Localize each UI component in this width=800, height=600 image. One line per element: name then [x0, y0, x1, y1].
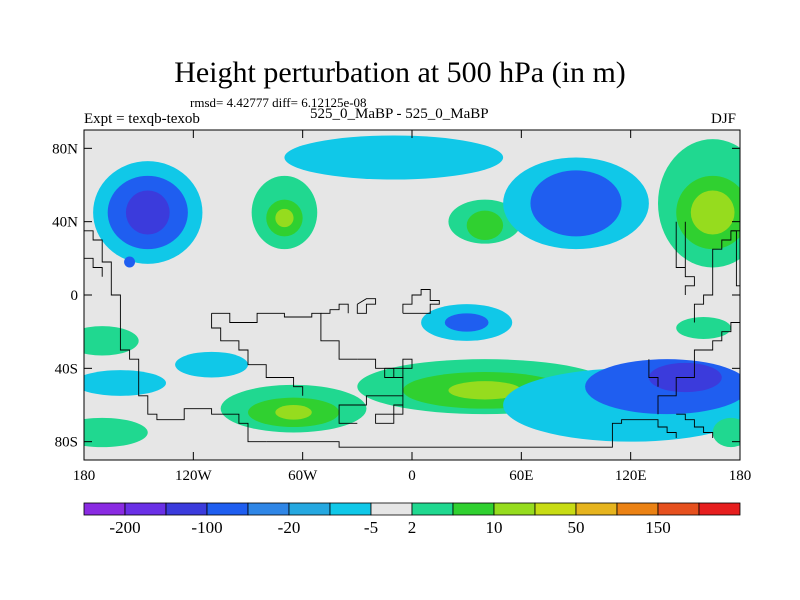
coastline	[84, 257, 103, 277]
contour-region	[84, 417, 148, 448]
y-tick-label: 0	[71, 288, 79, 304]
y-axis: 80N 40N 0 40S 80S	[52, 141, 740, 451]
coastline	[266, 419, 677, 448]
coastline	[693, 230, 740, 323]
contour-region	[466, 210, 504, 240]
colorbar-label: -200	[109, 518, 140, 537]
colorbar-swatch	[124, 502, 167, 516]
colorbar-label: 50	[568, 518, 585, 537]
colorbar-swatch	[616, 502, 659, 516]
x-tick-label: 120E	[615, 468, 647, 484]
colorbar-swatch	[575, 502, 618, 516]
x-tick-label: 180	[729, 468, 752, 484]
colorbar-swatch	[657, 502, 700, 516]
coastline	[211, 312, 358, 360]
coastline	[211, 313, 304, 396]
colorbar-label: 150	[645, 518, 671, 537]
coastline-layer	[84, 221, 740, 448]
contour-region	[84, 326, 139, 356]
x-tick-label: 180	[73, 468, 96, 484]
y-tick-label: 80N	[52, 141, 78, 157]
stats-label: rmsd= 4.42777 diff= 6.12125e-08	[190, 95, 367, 110]
contour-region	[530, 170, 622, 237]
y-tick-label: 40S	[55, 361, 78, 377]
contour-region	[676, 317, 731, 339]
x-axis: 180 120W 60W 0 60E 120E 180	[73, 130, 752, 484]
colorbar-swatch	[452, 502, 495, 516]
colorbar-swatch	[493, 502, 536, 516]
coastline	[375, 395, 404, 424]
colorbar: -200 -100 -20 -5 2 10 50 150	[83, 502, 741, 537]
colorbar-label: 10	[486, 518, 503, 537]
coastline	[320, 303, 349, 314]
contour-region	[690, 190, 735, 235]
contour-region	[712, 417, 740, 448]
colorbar-swatch	[288, 502, 331, 516]
chart-title: Height perturbation at 500 hPa (in m)	[174, 56, 626, 89]
season-label: DJF	[711, 111, 737, 127]
coastline	[648, 359, 659, 387]
y-tick-label: 80S	[55, 435, 78, 451]
coastline	[675, 221, 686, 268]
colorbar-swatch	[247, 502, 290, 516]
colorbar-swatch	[206, 502, 249, 516]
x-tick-label: 60W	[288, 468, 318, 484]
coastline	[338, 358, 404, 424]
contour-region	[124, 256, 136, 268]
x-tick-label: 60E	[509, 468, 533, 484]
colorbar-swatch	[411, 502, 454, 516]
coastline	[384, 358, 413, 378]
colorbar-swatch	[83, 502, 126, 516]
coastline	[730, 230, 740, 287]
colorbar-label: 2	[408, 518, 417, 537]
y-tick-label: 40N	[52, 215, 78, 231]
contour-region	[275, 405, 312, 420]
coastline	[676, 413, 714, 438]
coastline	[657, 322, 740, 415]
contour-region	[444, 313, 489, 332]
case-label: 525_0_MaBP - 525_0_MaBP	[310, 106, 489, 122]
colorbar-swatch	[165, 502, 208, 516]
colorbar-swatch	[370, 502, 413, 516]
colorbar-swatch	[534, 502, 577, 516]
colorbar-label: -20	[278, 518, 301, 537]
contour-region	[275, 208, 294, 228]
x-tick-label: 0	[408, 468, 416, 484]
contour-region	[84, 370, 166, 396]
colorbar-label: -100	[191, 518, 222, 537]
coastline	[402, 289, 440, 314]
x-tick-label: 120W	[175, 468, 213, 484]
colorbar-swatch	[698, 502, 741, 516]
experiment-label: Expt = texqb-texob	[84, 111, 200, 127]
colorbar-swatch	[329, 502, 372, 516]
colorbar-label: -5	[364, 518, 378, 537]
contour-region	[448, 381, 522, 400]
coastline	[84, 230, 267, 443]
contour-region	[125, 190, 170, 235]
contour-region	[175, 351, 248, 378]
contour-fill-layer	[84, 135, 740, 448]
contour-region	[284, 135, 504, 180]
coastline	[356, 298, 377, 314]
